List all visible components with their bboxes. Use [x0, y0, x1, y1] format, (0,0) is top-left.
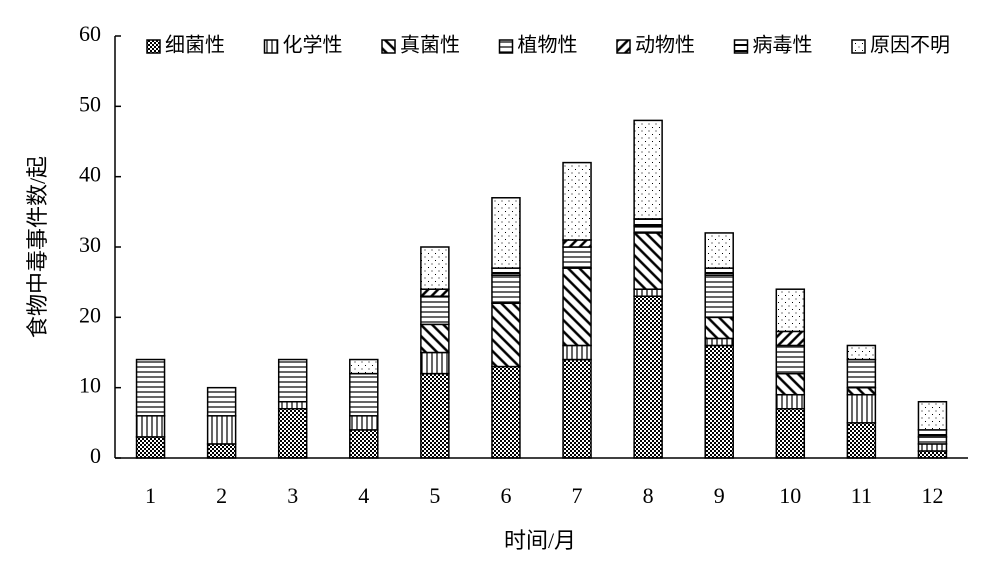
- legend-swatch: [498, 39, 514, 54]
- bar-segment: [775, 288, 806, 333]
- y-tick-label: 30: [79, 232, 101, 257]
- y-tick-label: 40: [79, 162, 101, 187]
- legend-label: 动物性: [635, 34, 695, 57]
- legend-label: 真菌性: [400, 34, 460, 57]
- bar-segment: [206, 443, 237, 459]
- legend-label: 原因不明: [870, 35, 950, 57]
- bar-segment: [562, 239, 592, 248]
- bar-segment: [917, 450, 948, 459]
- bar-segment: [704, 316, 734, 340]
- bar-segment: [633, 225, 663, 234]
- bar-segment: [775, 408, 806, 459]
- legend-label: 植物性: [518, 34, 578, 57]
- legend-label: 化学性: [283, 34, 343, 57]
- legend-swatch: [616, 39, 631, 54]
- legend-swatch: [733, 39, 749, 54]
- legend-swatch: [851, 39, 866, 54]
- bar-segment: [846, 358, 877, 389]
- bar-segment: [420, 323, 450, 354]
- bar-segment: [917, 436, 948, 445]
- bar-segment: [135, 436, 166, 459]
- bar-segment: [420, 351, 450, 375]
- bar-segment: [704, 274, 734, 319]
- x-tick-label: 2: [216, 483, 227, 508]
- bar-segment: [277, 358, 308, 403]
- bar-segment: [704, 337, 734, 347]
- bar-segment: [349, 358, 379, 375]
- bar-segment: [633, 119, 663, 220]
- x-tick-label: 6: [500, 483, 511, 508]
- legend-swatch: [146, 39, 161, 54]
- x-tick-label: 4: [358, 483, 369, 508]
- bar-segment: [420, 288, 450, 297]
- legend-swatch: [381, 39, 396, 54]
- bar-segment: [846, 393, 877, 424]
- bar-segment: [420, 295, 450, 326]
- bar-segment: [704, 344, 734, 459]
- bar-segment: [562, 246, 592, 269]
- legend-label: 细菌性: [165, 34, 225, 57]
- bar-segment: [135, 358, 166, 417]
- x-tick-label: 10: [779, 483, 801, 508]
- bar-segment: [277, 408, 308, 459]
- bar-segment: [562, 344, 592, 361]
- bar-segment: [846, 422, 877, 459]
- bar-segment: [846, 386, 877, 396]
- y-tick-label: 60: [79, 21, 101, 46]
- bar-segment: [562, 161, 592, 241]
- bar-segment: [562, 267, 592, 347]
- y-tick-label: 0: [90, 443, 101, 468]
- bar-segment: [491, 267, 521, 276]
- bar-segment: [491, 197, 521, 269]
- y-tick-label: 10: [79, 373, 101, 398]
- x-tick-label: 11: [851, 483, 872, 508]
- bar-segment: [349, 429, 379, 459]
- bar-segment: [349, 372, 379, 417]
- bar-segment: [420, 372, 450, 459]
- bar-segment: [206, 415, 237, 445]
- x-tick-label: 8: [643, 483, 654, 508]
- legend-swatch: [263, 39, 279, 54]
- y-axis-title: 食物中毒事件数/起: [25, 156, 50, 338]
- bar-segment: [420, 246, 450, 290]
- bar-segment: [775, 393, 806, 410]
- bar-segment: [633, 295, 663, 459]
- bar-segment: [206, 386, 237, 417]
- x-axis-title: 时间/月: [504, 528, 576, 553]
- y-tick-label: 20: [79, 302, 101, 327]
- bar-segment: [491, 365, 521, 459]
- bar-segment: [491, 302, 521, 368]
- bar-segment: [775, 372, 806, 396]
- x-tick-label: 5: [429, 483, 440, 508]
- bar-segment: [775, 330, 806, 347]
- bar-segment: [917, 400, 948, 431]
- bar-segment: [917, 443, 948, 452]
- bar-segment: [704, 232, 734, 269]
- bar-segment: [633, 218, 663, 227]
- legend-label: 病毒性: [753, 34, 813, 57]
- y-tick-label: 50: [79, 91, 101, 116]
- x-tick-label: 7: [572, 483, 583, 508]
- x-tick-label: 9: [714, 483, 725, 508]
- bar-segment: [704, 267, 734, 276]
- bar-segment: [633, 232, 663, 290]
- bar-segment: [491, 274, 521, 305]
- bar-segment: [277, 400, 308, 410]
- bar-segment: [135, 415, 166, 438]
- bar-segment: [349, 415, 379, 431]
- legend: 细菌性 化学性 真菌性 植物性 动物性 病毒性 原因不明: [146, 34, 950, 57]
- bar-segment: [562, 358, 592, 459]
- bar-segment: [633, 288, 663, 297]
- x-tick-label: 12: [921, 483, 943, 508]
- x-tick-label: 1: [145, 483, 156, 508]
- bar-segment: [775, 344, 806, 375]
- x-tick-label: 3: [287, 483, 298, 508]
- bar-segment: [846, 344, 877, 361]
- bar-segment: [917, 429, 948, 438]
